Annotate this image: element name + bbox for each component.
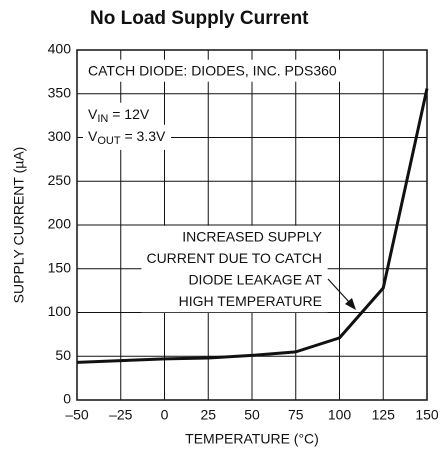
y-axis-label: SUPPLY CURRENT (µA) (11, 147, 27, 304)
x-tick-label: 25 (200, 407, 216, 423)
annotation-line: HIGH TEMPERATURE (179, 293, 322, 309)
annotation-line: INCREASED SUPPLY (182, 229, 322, 245)
y-tick-label: 50 (55, 347, 71, 363)
y-tick-label: 150 (48, 259, 72, 275)
plot-frame (76, 49, 428, 401)
annotation-line: DIODE LEAKAGE AT (188, 272, 322, 288)
annotation-part: = 3.3V (121, 128, 166, 144)
annotation: VIN = 12V (83, 102, 155, 128)
x-tick-label: 75 (288, 407, 304, 423)
annotation-background (83, 102, 155, 128)
x-tick-label: –50 (65, 407, 89, 423)
x-tick-label: 125 (372, 407, 396, 423)
x-tick-label: 100 (328, 407, 352, 423)
x-tick-label: 0 (161, 407, 169, 423)
annotation: VOUT = 3.3V (83, 124, 171, 150)
annotation-background (141, 225, 328, 313)
annotation-text: CATCH DIODE: DIODES, INC. PDS360 (88, 63, 337, 79)
annotation-part: = 12V (108, 106, 150, 122)
y-tick-label: 350 (48, 84, 72, 100)
y-tick-label: 200 (48, 216, 72, 232)
y-tick-label: 0 (63, 391, 71, 407)
annotation-part: IN (97, 113, 108, 125)
y-tick-label: 400 (48, 41, 72, 57)
annotation-background (83, 59, 342, 82)
y-tick-label: 100 (48, 303, 72, 319)
annotation: INCREASED SUPPLY CURRENT DUE TO CATCH DIOD… (141, 225, 328, 313)
y-tick-label: 250 (48, 172, 72, 188)
annotation-part: V (88, 128, 98, 144)
x-tick-label: 150 (415, 407, 439, 423)
annotation-part: V (88, 106, 98, 122)
arrow-head (345, 298, 356, 310)
chart-title: No Load Supply Current (90, 8, 309, 29)
x-tick-label: –25 (109, 407, 133, 423)
annotation-background (83, 124, 171, 150)
annotation-part: OUT (97, 135, 121, 147)
annotation-arrow (327, 278, 351, 304)
annotation-text: VOUT = 3.3V (88, 128, 166, 147)
annotation-line: CURRENT DUE TO CATCH (146, 250, 322, 266)
data-line (76, 88, 429, 364)
y-tick-label: 300 (48, 128, 72, 144)
x-axis-label: TEMPERATURE (°C) (185, 431, 319, 447)
annotation-text: VIN = 12V (88, 106, 150, 125)
annotation: CATCH DIODE: DIODES, INC. PDS360 (83, 59, 342, 82)
x-tick-label: 50 (244, 407, 260, 423)
